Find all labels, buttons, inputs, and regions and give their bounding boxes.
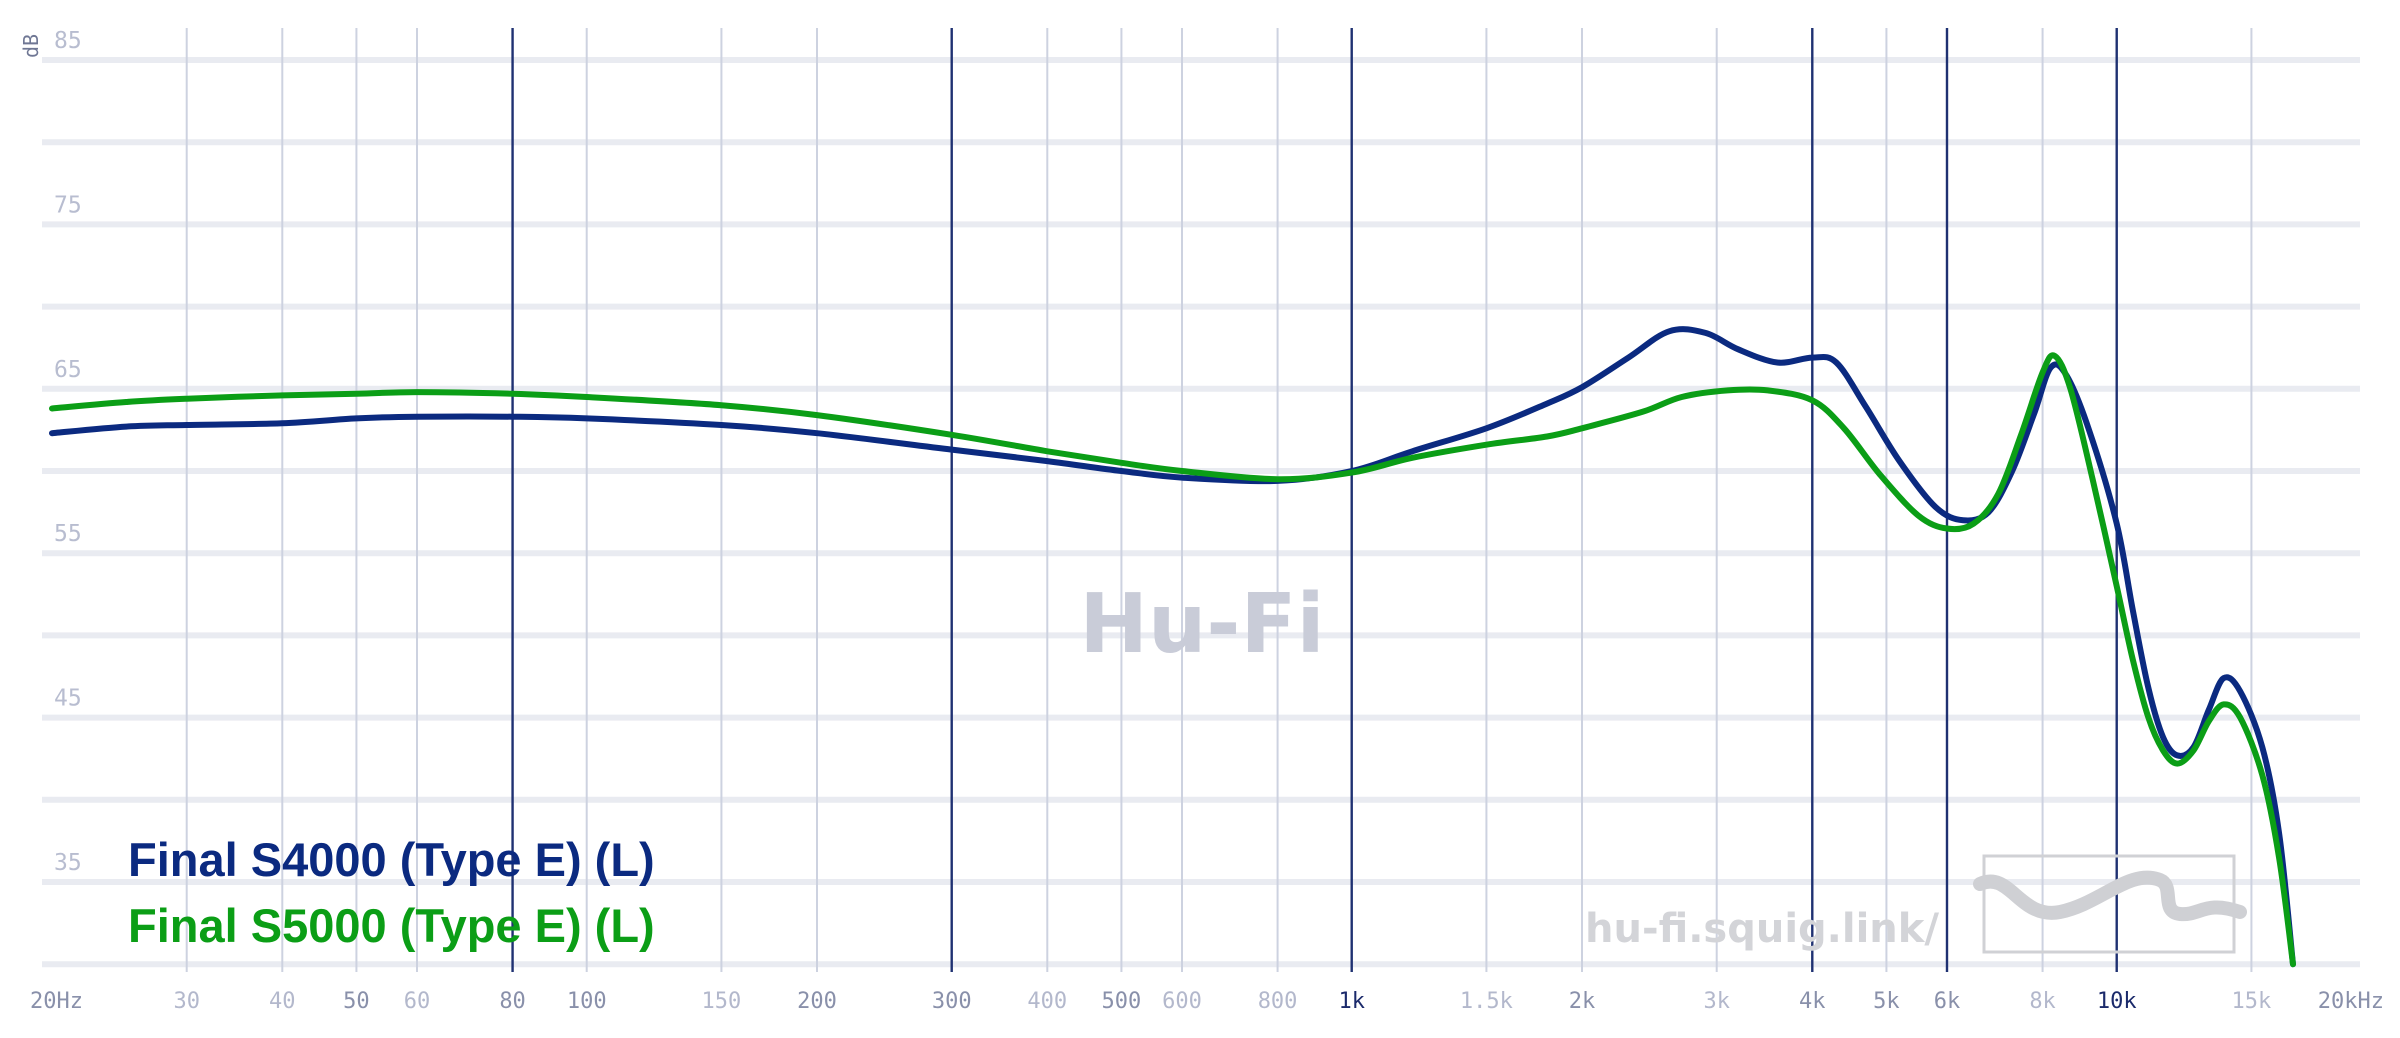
x-tick-label-100: 100 (567, 989, 607, 1014)
x-tick-label-600: 600 (1162, 989, 1202, 1014)
x-tick-label-20kHz: 20kHz (2318, 989, 2384, 1014)
vertical-gridlines (185, 28, 2253, 972)
y-tick-label-55: 55 (54, 521, 82, 547)
x-tick-label-150: 150 (702, 989, 742, 1014)
x-tick-label-200: 200 (797, 989, 837, 1014)
x-tick-label-800: 800 (1258, 989, 1298, 1014)
x-tick-label-3k: 3k (1703, 989, 1730, 1014)
series-line-2 (49, 352, 2296, 968)
x-tick-label-400: 400 (1027, 989, 1067, 1014)
x-tick-label-50: 50 (343, 989, 370, 1014)
y-tick-label-65: 65 (54, 357, 82, 383)
watermark-text: Hu-Fi (1079, 577, 1324, 672)
x-tick-label-60: 60 (404, 989, 431, 1014)
x-tick-label-15k: 15k (2232, 989, 2272, 1014)
series-lines (49, 326, 2296, 968)
y-axis-tick-labels: 85 75 65 55 45 35 (54, 28, 82, 876)
x-tick-label-40: 40 (269, 989, 296, 1014)
y-axis-unit-label: dB (19, 34, 43, 58)
x-tick-label-1.5k: 1.5k (1460, 989, 1513, 1014)
x-tick-label-300: 300 (932, 989, 972, 1014)
x-tick-label-30: 30 (173, 989, 200, 1014)
y-tick-label-85: 85 (54, 28, 82, 54)
x-tick-label-10k: 10k (2097, 989, 2137, 1014)
legend: Final S4000 (Type E) (L) Final S5000 (Typ… (128, 833, 655, 952)
y-tick-label-45: 45 (54, 686, 82, 712)
x-tick-label-4k: 4k (1799, 989, 1826, 1014)
x-axis-tick-labels: 20Hz 30 40 50 60 80 100 150 200 300 400 500 600 800 1k… (30, 989, 2384, 1014)
x-tick-label-1k: 1k (1338, 989, 1365, 1014)
x-tick-label-20Hz: 20Hz (30, 989, 83, 1014)
x-tick-label-8k: 8k (2029, 989, 2056, 1014)
x-tick-label-500: 500 (1102, 989, 1142, 1014)
x-tick-label-6k: 6k (1934, 989, 1961, 1014)
series-line-1 (49, 326, 2296, 968)
x-tick-label-5k: 5k (1873, 989, 1900, 1014)
site-logo (1973, 854, 2247, 954)
site-url-text: hu-fi.squig.link/ (1585, 906, 1939, 952)
legend-entry-1: Final S4000 (Type E) (L) (128, 833, 655, 886)
x-tick-label-80: 80 (499, 989, 526, 1014)
horizontal-gridlines (42, 57, 2360, 968)
y-tick-label-35: 35 (54, 850, 82, 876)
legend-entry-2: Final S5000 (Type E) (L) (128, 899, 655, 952)
x-tick-label-2k: 2k (1569, 989, 1596, 1014)
y-tick-label-75: 75 (54, 192, 82, 218)
